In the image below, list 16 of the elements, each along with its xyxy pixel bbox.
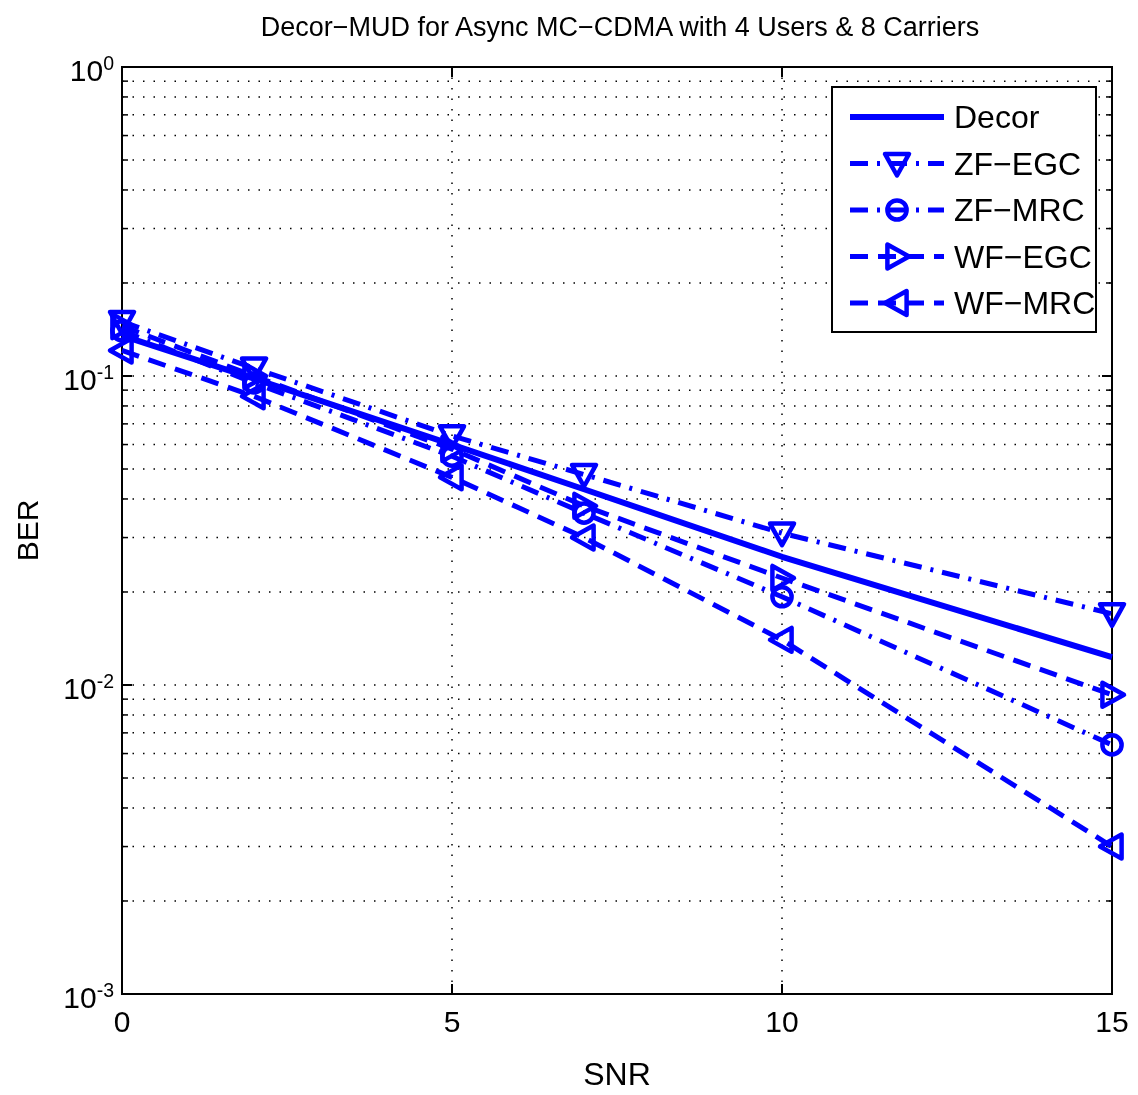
y-tick-label: 10$^{0}$ — [69, 52, 115, 87]
legend-label: WF−EGC — [954, 238, 1092, 275]
x-tick-label: 15 — [1095, 1005, 1129, 1038]
y-axis-title: BER — [11, 499, 44, 562]
y-tick-label: 10$^{-2}$ — [63, 670, 114, 705]
x-tick-label: 0 — [113, 1005, 131, 1038]
y-tick-label: 10$^{-3}$ — [63, 979, 114, 1014]
legend-label: ZF−MRC — [954, 192, 1085, 228]
legend-label: ZF−EGC — [954, 145, 1082, 182]
x-axis-title: SNR — [583, 1056, 651, 1092]
legend-label: WF−MRC — [954, 285, 1096, 321]
chart-title: Decor−MUD for Async MC−CDMA with 4 Users & 8 Carriers — [260, 12, 980, 42]
y-tick-label: 10$^{-1}$ — [63, 361, 114, 396]
x-tick-label: 5 — [443, 1005, 461, 1038]
legend-label: Decor — [954, 99, 1040, 135]
x-tick-label: 10 — [765, 1005, 799, 1038]
